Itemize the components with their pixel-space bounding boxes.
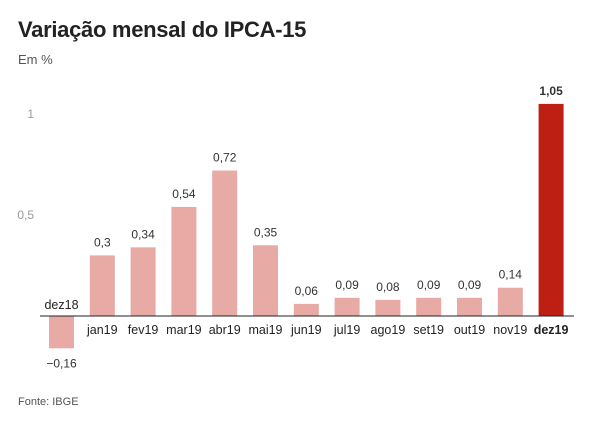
bar-dez18 xyxy=(49,316,74,349)
bar-set19 xyxy=(416,297,442,316)
source-note: Fonte: IBGE xyxy=(18,396,79,408)
value-label: 0,08 xyxy=(376,280,400,294)
value-label: 1,05 xyxy=(539,84,563,98)
bar-out19 xyxy=(457,297,482,316)
category-label: set19 xyxy=(413,323,444,337)
category-label: jul19 xyxy=(333,323,360,337)
y-tick-label: 1 xyxy=(27,107,34,121)
value-label: 0,35 xyxy=(254,225,278,239)
value-label: 0,3 xyxy=(94,235,111,249)
bar-fev19 xyxy=(130,247,156,316)
bar-jul19 xyxy=(334,297,360,316)
category-label: dez18 xyxy=(44,298,78,312)
bar-jan19 xyxy=(89,255,115,316)
value-label: 0,72 xyxy=(213,151,237,165)
category-label: jan19 xyxy=(86,323,118,337)
bar-ago19 xyxy=(375,299,401,316)
chart-title: Variação mensal do IPCA-15 xyxy=(18,17,307,42)
value-label: 0,54 xyxy=(172,187,196,201)
bar-mai19 xyxy=(253,245,278,316)
category-label: ago19 xyxy=(371,323,406,337)
value-label: 0,34 xyxy=(131,227,155,241)
category-label: out19 xyxy=(454,323,485,337)
bar-dez19 xyxy=(538,103,564,317)
value-label: −0,16 xyxy=(46,356,77,370)
category-label: fev19 xyxy=(128,323,159,337)
value-label: 0,14 xyxy=(499,268,523,282)
value-label: 0,06 xyxy=(295,284,319,298)
category-label: abr19 xyxy=(209,323,241,337)
chart-subtitle: Em % xyxy=(18,52,53,67)
value-label: 0,09 xyxy=(417,278,441,292)
bar-abr19 xyxy=(212,170,238,316)
category-label: jun19 xyxy=(290,323,322,337)
value-label: 0,09 xyxy=(458,278,482,292)
y-tick-label: 0,5 xyxy=(17,208,34,222)
bar-nov19 xyxy=(497,287,523,316)
category-label: nov19 xyxy=(493,323,527,337)
category-label: dez19 xyxy=(534,323,569,337)
value-label: 0,09 xyxy=(335,278,359,292)
category-label: mai19 xyxy=(248,323,282,337)
category-label: mar19 xyxy=(166,323,201,337)
bar-jun19 xyxy=(293,303,319,316)
bar-mar19 xyxy=(171,206,197,316)
